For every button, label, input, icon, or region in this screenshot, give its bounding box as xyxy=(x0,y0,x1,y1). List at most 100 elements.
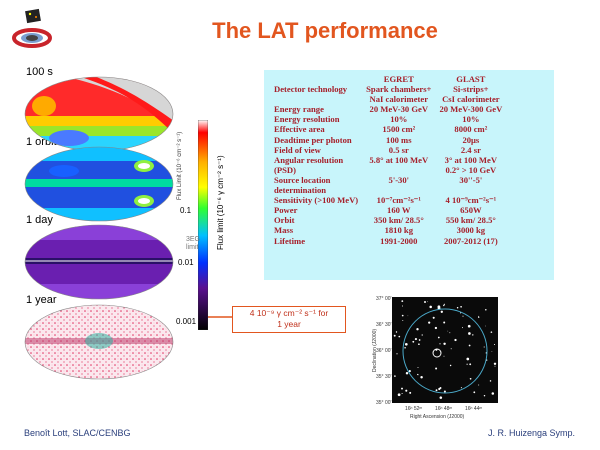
star-point xyxy=(429,305,432,309)
star-point xyxy=(469,377,472,380)
table-parameter: Energy resolution xyxy=(274,114,340,125)
table-glast-value: 0.2° > 10 GeV xyxy=(445,164,497,175)
sky-map-100s xyxy=(24,76,174,152)
star-point xyxy=(417,367,419,368)
table-row: determination xyxy=(270,185,506,195)
star-point xyxy=(466,357,470,361)
star-map-xtick: 16ʰ 52ᵐ xyxy=(405,406,423,412)
star-point xyxy=(493,362,497,366)
cbar-tick-0.01: 0.01 xyxy=(178,258,194,267)
star-point xyxy=(473,391,476,394)
star-point xyxy=(462,315,464,317)
table-row: Field of view 0.5 sr 2.4 sr xyxy=(270,145,506,155)
star-point xyxy=(416,338,418,340)
star-point xyxy=(450,348,452,350)
table-row: Detector technology Spark chambers+ Si-str… xyxy=(270,84,506,94)
table-egret-value: 1810 kg xyxy=(384,225,413,236)
table-egret-value: 5'-30' xyxy=(388,174,410,185)
table-egret-value: 10% xyxy=(390,114,408,125)
star-point xyxy=(435,389,438,392)
table-glast-value: 2.4 sr xyxy=(460,144,481,155)
table-parameter: Detector technology xyxy=(274,84,348,95)
table-row: Orbit 350 km/ 28.5° 550 km/ 28.5° xyxy=(270,215,506,225)
table-parameter: Mass xyxy=(274,225,294,236)
star-map-xlabel: Right Ascension (J2000) xyxy=(410,414,465,420)
sky-map-1day xyxy=(24,224,174,300)
star-point xyxy=(491,351,493,352)
star-point xyxy=(443,321,446,324)
star-point xyxy=(443,304,445,307)
star-point xyxy=(438,387,441,391)
table-row: (PSD) 0.2° > 10 GeV xyxy=(270,165,506,175)
star-point xyxy=(398,335,401,338)
table-glast-value: 2007-2012 (17) xyxy=(444,235,498,246)
table-glast-value: 8000 cm² xyxy=(454,124,488,135)
star-point xyxy=(418,343,420,346)
table-parameter: Field of view xyxy=(274,144,321,155)
table-row: Energy range 20 MeV-30 GeV 20 MeV-300 GeV xyxy=(270,104,506,114)
table-egret-value xyxy=(362,165,435,175)
star-point xyxy=(407,315,409,317)
star-point xyxy=(402,320,404,321)
table-glast-value: 20μs xyxy=(462,134,480,145)
callout-arrow xyxy=(208,316,233,318)
star-point xyxy=(469,363,472,366)
table-parameter: Sensitivity (>100 MeV) xyxy=(274,195,359,206)
sky-map-1year xyxy=(24,304,174,380)
star-point xyxy=(490,331,493,333)
table-egret-value: 100 ms xyxy=(386,134,412,145)
table-glast-value: 550 km/ 28.5° xyxy=(445,215,496,226)
table-row: Deadtime per photon 100 ms 20μs xyxy=(270,135,506,145)
star-point xyxy=(466,363,468,365)
star-point xyxy=(408,370,411,373)
table-egret-value: 160 W xyxy=(387,205,411,216)
table-parameter: Effective area xyxy=(274,124,325,135)
table-row: Mass 1810 kg 3000 kg xyxy=(270,225,506,235)
star-point xyxy=(460,305,462,308)
sky-label-100s: 100 s xyxy=(26,66,53,78)
table-row: Power 160 W 650W xyxy=(270,205,506,215)
star-point xyxy=(447,330,449,332)
star-point xyxy=(401,387,403,390)
table-glast-value: 30''-5' xyxy=(459,174,483,185)
table-row: NaI calorimeter CsI calorimeter xyxy=(270,94,506,104)
sensitivity-callout: 4 10⁻⁹ γ cm⁻² s⁻¹ for 1 year xyxy=(232,306,346,333)
star-map-ytick: 36° 00' xyxy=(376,348,392,354)
star-point xyxy=(437,336,440,339)
star-point xyxy=(404,342,408,346)
star-point xyxy=(454,338,457,342)
table-glast-value: CsI calorimeter xyxy=(442,94,500,105)
star-point xyxy=(483,346,485,348)
sky-label-1day: 1 day xyxy=(26,214,53,226)
star-point xyxy=(443,390,446,393)
table-row: Lifetime 1991-2000 2007-2012 (17) xyxy=(270,236,506,246)
sky-label-1year: 1 year xyxy=(26,294,57,306)
star-map-xtick: 16ʰ 48ᵐ xyxy=(435,406,453,412)
star-point xyxy=(462,327,463,329)
sky-map-1orbit xyxy=(24,146,174,222)
star-point xyxy=(456,307,459,309)
star-point xyxy=(402,305,403,307)
star-point xyxy=(418,339,421,341)
star-point xyxy=(460,312,462,314)
star-point xyxy=(439,396,443,399)
table-egret-value: 10⁻⁷cm⁻²s⁻¹ xyxy=(376,195,421,206)
star-point xyxy=(427,301,429,303)
callout-line1: 4 10⁻⁹ γ cm⁻² s⁻¹ for xyxy=(249,308,329,318)
table-row: Effective area 1500 cm² 8000 cm² xyxy=(270,124,506,134)
star-point xyxy=(434,326,438,330)
table-glast-value: 10% xyxy=(462,114,480,125)
table-egret-value: 1500 cm² xyxy=(382,124,416,135)
star-point xyxy=(414,338,417,341)
star-point xyxy=(460,387,462,389)
star-point xyxy=(443,303,446,305)
star-point xyxy=(485,325,486,327)
star-point xyxy=(432,316,435,319)
table-parameter: Source location xyxy=(274,174,331,185)
footer-author: Benoît Lott, SLAC/CENBG xyxy=(24,428,131,438)
star-point xyxy=(439,343,441,345)
source-localization-map xyxy=(392,297,498,403)
slide-title: The LAT performance xyxy=(212,18,438,43)
star-point xyxy=(483,394,486,397)
flux-colorbar xyxy=(198,120,208,330)
